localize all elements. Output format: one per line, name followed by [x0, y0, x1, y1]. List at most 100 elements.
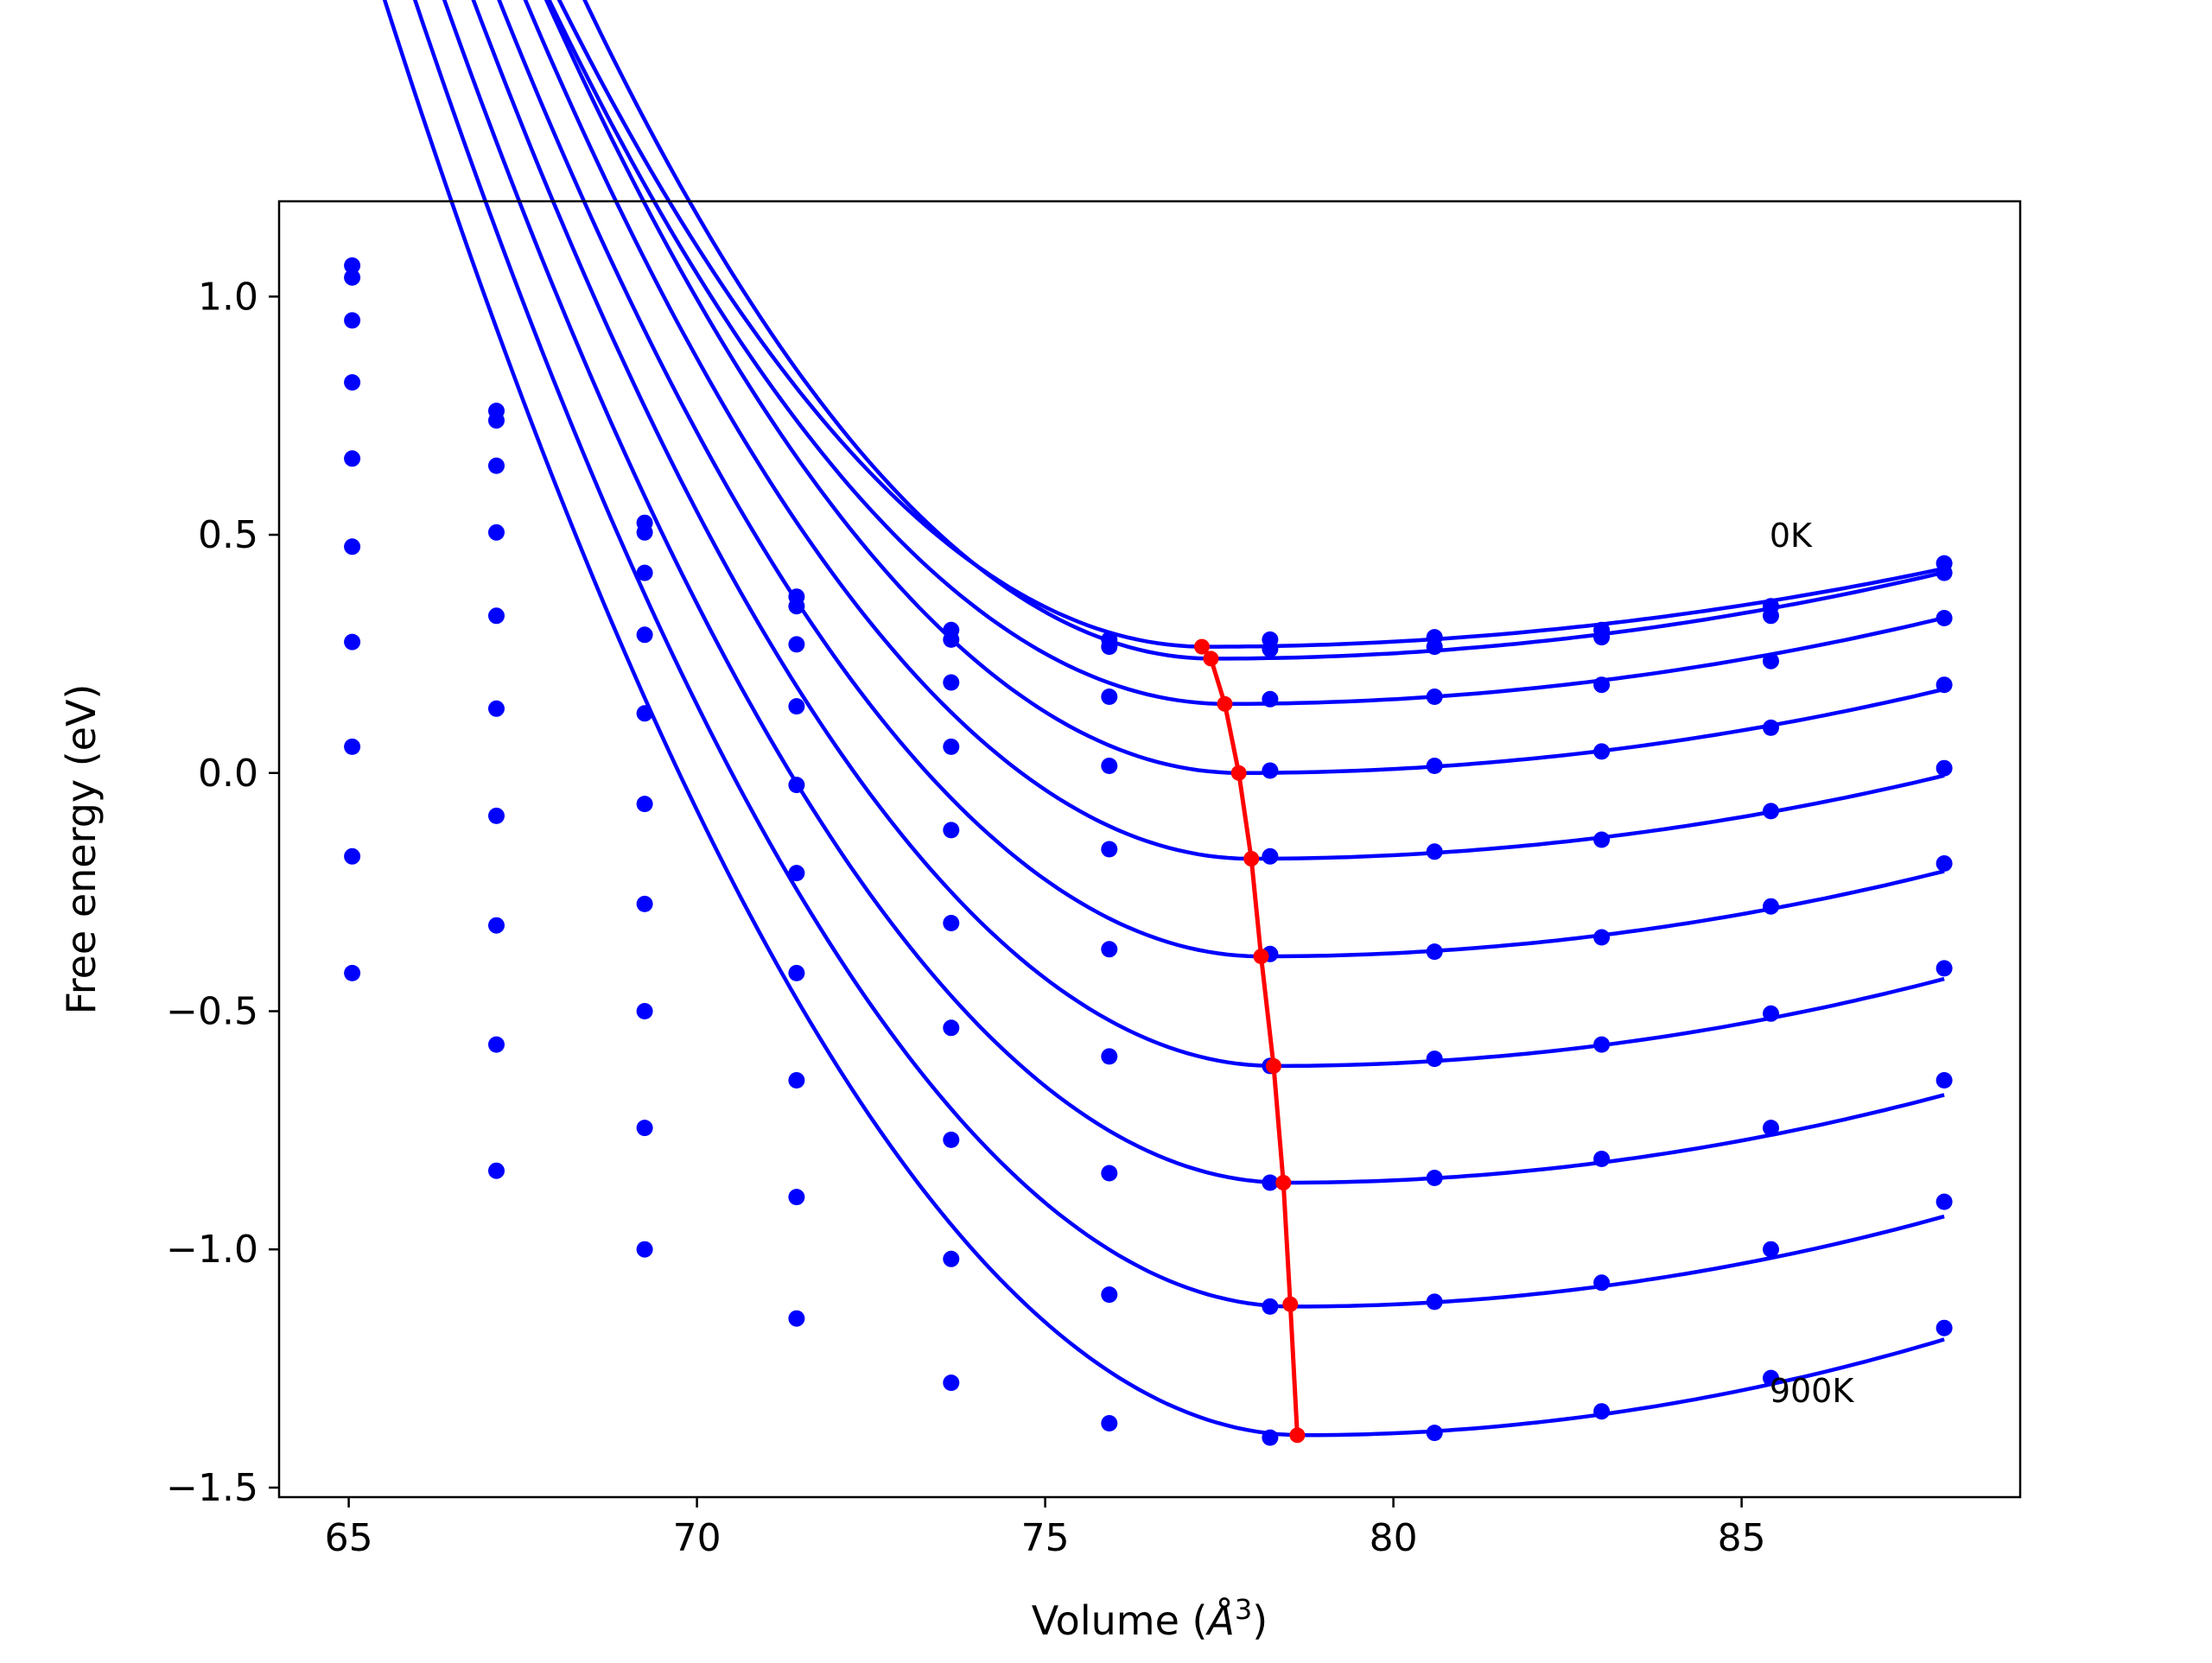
minimum-point-6: [1253, 949, 1269, 965]
x-tick-label: 70: [673, 1516, 721, 1560]
data-point-s8-8: [1426, 1170, 1443, 1186]
data-point-s9-7: [1262, 1298, 1279, 1315]
y-tick-label: 0.0: [198, 752, 258, 796]
data-point-s4-10: [1763, 719, 1779, 736]
minimum-point-4: [1230, 765, 1247, 781]
data-point-s6-4: [788, 865, 805, 882]
data-point-s7-5: [943, 1019, 960, 1037]
data-point-s9-2: [488, 1036, 505, 1053]
x-tick-label: 75: [1021, 1516, 1070, 1560]
data-point-s7-1: [344, 633, 361, 651]
annotation-label: 900K: [1770, 1372, 1855, 1410]
data-point-s5-7: [1262, 847, 1279, 865]
data-point-s10-2: [488, 1162, 505, 1179]
data-point-s5-2: [488, 607, 505, 625]
data-point-s7-6: [1101, 1048, 1118, 1065]
data-point-s2-11: [1936, 564, 1953, 581]
annotation-label: 0K: [1770, 517, 1813, 555]
data-point-s2-10: [1763, 598, 1779, 615]
minimum-point-1: [1194, 638, 1210, 655]
data-point-s10-7: [1262, 1429, 1279, 1446]
data-point-s4-8: [1426, 758, 1443, 774]
data-point-s10-10: [1763, 1369, 1779, 1387]
fit-curves: [382, 0, 1945, 1438]
data-point-s5-5: [943, 822, 960, 839]
data-point-s10-11: [1936, 1319, 1953, 1336]
data-point-s9-6: [1101, 1286, 1118, 1304]
minimum-point-3: [1217, 695, 1233, 712]
data-point-s3-8: [1426, 689, 1443, 705]
data-point-s3-6: [1101, 689, 1118, 705]
data-point-s9-11: [1936, 1193, 1953, 1210]
fit-curve-2: [582, 0, 1945, 661]
x-tick-label: 65: [325, 1516, 373, 1560]
y-axis-label: Free energy (eV): [58, 684, 105, 1015]
data-point-s10-4: [788, 1310, 805, 1327]
data-point-s9-8: [1426, 1293, 1443, 1311]
data-point-s4-7: [1262, 762, 1279, 779]
data-point-s7-11: [1936, 960, 1953, 977]
data-point-s7-10: [1763, 1005, 1779, 1022]
data-point-s6-8: [1426, 943, 1443, 961]
data-point-s7-2: [488, 807, 505, 824]
data-point-s3-3: [636, 564, 653, 581]
data-point-s8-10: [1763, 1120, 1779, 1137]
data-point-s10-1: [344, 964, 361, 981]
y-axis-ticks: −1.5 −1.0 −0.5 0.0 0.5 1.0: [166, 275, 279, 1510]
x-axis-label-text: Volume (: [1032, 1597, 1208, 1644]
data-point-s7-4: [788, 964, 805, 981]
y-tick-label: −1.5: [166, 1466, 258, 1510]
annotations: 0K 900K: [1770, 517, 1855, 1410]
data-point-s3-5: [943, 674, 960, 691]
data-point-s9-5: [943, 1250, 960, 1267]
data-point-s6-10: [1763, 898, 1779, 915]
x-axis-label-close: ): [1252, 1597, 1268, 1644]
data-point-s8-1: [344, 738, 361, 755]
data-point-s4-4: [788, 698, 805, 715]
data-point-s8-9: [1593, 1151, 1611, 1167]
data-point-s7-8: [1426, 1050, 1443, 1068]
data-point-s8-5: [943, 1131, 960, 1148]
data-point-s10-6: [1101, 1415, 1118, 1431]
data-point-s9-10: [1763, 1241, 1779, 1258]
data-point-s6-2: [488, 700, 505, 717]
fit-curve-10: [382, 0, 1945, 1438]
data-point-s4-1: [344, 374, 361, 391]
data-point-s8-11: [1936, 1072, 1953, 1089]
data-point-s10-5: [943, 1374, 960, 1392]
data-point-s2-1: [344, 269, 361, 286]
data-point-s6-1: [344, 538, 361, 555]
data-point-s6-11: [1936, 855, 1953, 872]
data-point-s4-6: [1101, 758, 1118, 774]
data-point-s5-3: [636, 705, 653, 722]
data-point-s10-8: [1426, 1425, 1443, 1442]
fit-curve-5: [523, 0, 1945, 861]
data-point-s4-3: [636, 626, 653, 644]
data-point-s2-9: [1593, 629, 1611, 646]
data-point-s3-4: [788, 636, 805, 653]
data-point-s8-6: [1101, 1165, 1118, 1182]
data-point-s6-6: [1101, 941, 1118, 958]
data-point-s10-9: [1593, 1403, 1611, 1420]
y-tick-label: 0.5: [198, 513, 258, 557]
data-point-s9-4: [788, 1189, 805, 1206]
data-point-s3-7: [1262, 690, 1279, 708]
y-tick-label: −0.5: [166, 990, 258, 1034]
x-axis-label-symbol: Å: [1205, 1597, 1234, 1644]
minimum-point-7: [1266, 1057, 1281, 1074]
data-point-s8-3: [636, 1003, 653, 1019]
data-point-s2-7: [1262, 640, 1279, 657]
data-point-s5-8: [1426, 843, 1443, 860]
data-point-s8-4: [788, 1072, 805, 1089]
minimum-point-10: [1289, 1427, 1306, 1444]
data-point-s3-1: [344, 312, 361, 329]
data-point-s7-3: [636, 895, 653, 912]
plot-frame: [277, 200, 2022, 1499]
data-point-s6-9: [1593, 929, 1611, 946]
data-point-s2-8: [1426, 638, 1443, 656]
data-point-s2-6: [1101, 638, 1118, 656]
data-point-s5-9: [1593, 831, 1611, 848]
x-axis-label-exponent: 3: [1235, 1593, 1252, 1626]
